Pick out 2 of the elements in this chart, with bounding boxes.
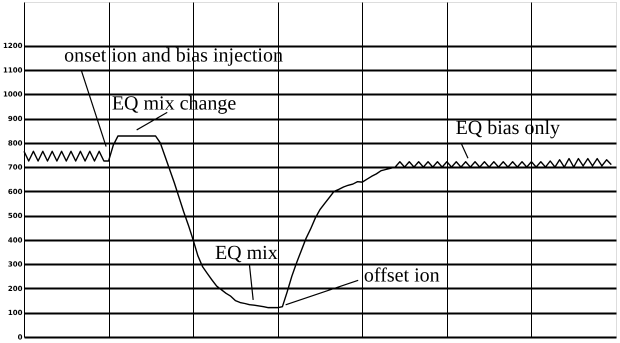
annotation: EQ mix xyxy=(214,242,278,264)
annotation: offset ion xyxy=(364,264,440,286)
